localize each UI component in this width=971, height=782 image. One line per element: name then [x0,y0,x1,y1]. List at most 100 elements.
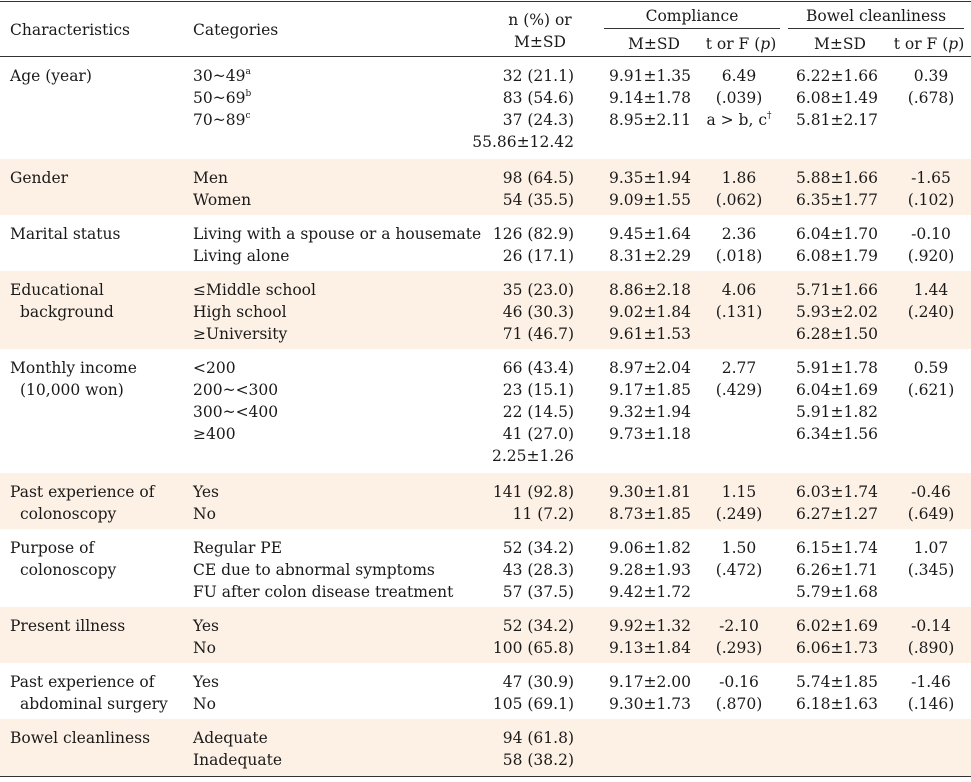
table-row: Marital status Living with a spouse or a … [0,215,971,271]
header-characteristics: Characteristics [10,21,130,39]
compliance-msd: 9.42±1.72 [608,583,691,601]
bowel-subrule [788,28,964,29]
compliance-tf: 6.49 [721,67,757,85]
header-comp-msd: M±SD [628,35,680,53]
bowel-tf: (.678) [907,89,955,107]
bowel-tf: (.240) [907,303,955,321]
table-row: Past experience of colonoscopy Yes No 141 (9… [0,473,971,529]
category-label: ≥400 [193,425,236,443]
bowel-tf: (.890) [907,639,955,657]
category-label: Adequate [193,729,268,747]
bowel-msd: 5.81±2.17 [795,111,878,129]
compliance-tf: (.249) [715,505,763,523]
compliance-tf: (.018) [715,247,763,265]
category-label: Living with a spouse or a housemate [193,225,482,243]
category-label: 70~89c [193,110,251,129]
row-label: Purpose of [10,539,95,557]
bowel-msd: 5.88±1.66 [795,169,878,187]
bowel-msd: 5.91±1.78 [795,359,878,377]
bowel-tf: (.621) [907,381,955,399]
compliance-msd: 8.31±2.29 [608,247,691,265]
bowel-tf: (.920) [907,247,955,265]
row-label: Present illness [10,617,126,635]
category-label: 30~49a [193,66,251,85]
row-label: Past experience of [10,673,155,691]
category-label: Regular PE [193,539,283,557]
compliance-msd: 9.09±1.55 [608,191,691,209]
compliance-msd: 9.92±1.32 [608,617,691,635]
compliance-tf: 1.86 [721,169,757,187]
row-label: Bowel cleanliness [10,729,151,747]
n-value: 23 (15.1) [502,381,574,399]
compliance-msd: 8.86±2.18 [608,281,691,299]
category-label: ≥University [193,325,288,343]
bowel-msd: 5.79±1.68 [795,583,878,601]
n-value: 41 (27.0) [502,425,574,443]
row-label: Past experience of [10,483,155,501]
category-label: Inadequate [193,751,282,769]
bowel-msd: 5.91±1.82 [795,403,878,421]
compliance-msd: 9.61±1.53 [608,325,691,343]
header-n-line2: M±SD [514,33,566,51]
n-value: 126 (82.9) [492,225,574,243]
table-row: Past experience of abdominal surgery Yes No… [0,663,971,719]
compliance-msd: 9.28±1.93 [608,561,691,579]
row-label: (10,000 won) [20,381,124,399]
top-rule [0,1,971,2]
n-value: 54 (35.5) [502,191,574,209]
header-bowel-tf: t or F (p) [893,35,965,53]
header-categories: Categories [193,21,279,39]
row-label: Age (year) [10,67,92,85]
n-value: 35 (23.0) [502,281,574,299]
n-value: 2.25±1.26 [491,447,574,465]
table-row: Present illness Yes No 52 (34.2) 100 (65.8) 9… [0,607,971,663]
n-value: 98 (64.5) [502,169,574,187]
bowel-tf: 0.39 [913,67,949,85]
bowel-msd: 6.06±1.73 [795,639,878,657]
compliance-tf: 4.06 [721,281,757,299]
compliance-msd: 9.35±1.94 [608,169,691,187]
compliance-msd: 9.91±1.35 [608,67,691,85]
compliance-msd: 9.14±1.78 [608,89,691,107]
category-label: 50~69b [193,88,252,107]
compliance-msd: 9.17±1.85 [608,381,691,399]
compliance-msd: 9.32±1.94 [608,403,691,421]
compliance-msd: 9.06±1.82 [608,539,691,557]
bowel-msd: 6.35±1.77 [795,191,878,209]
category-label: Men [193,169,229,187]
bowel-msd: 6.08±1.79 [795,247,878,265]
category-label: No [193,639,216,657]
n-value: 37 (24.3) [502,111,574,129]
category-label: High school [193,303,287,321]
bottom-rule [0,776,971,777]
compliance-msd: 8.95±2.11 [608,111,691,129]
bowel-tf: (.146) [907,695,955,713]
compliance-tf: (.062) [715,191,763,209]
n-value: 52 (34.2) [502,617,574,635]
header-compliance: Compliance [645,7,739,25]
bowel-msd: 6.03±1.74 [795,483,878,501]
category-label: CE due to abnormal symptoms [193,561,435,579]
n-value: 83 (54.6) [502,89,574,107]
table-row: Purpose of colonoscopy Regular PE CE due to… [0,529,971,607]
compliance-subrule [604,28,780,29]
bowel-msd: 6.27±1.27 [795,505,878,523]
compliance-msd: 9.17±2.00 [608,673,691,691]
header-comp-tf: t or F (p) [705,35,777,53]
table-row: Bowel cleanliness Adequate Inadequate 94 (6… [0,719,971,777]
n-value: 57 (37.5) [502,583,574,601]
compliance-msd: 9.45±1.64 [608,225,691,243]
n-value: 100 (65.8) [492,639,574,657]
row-label: Monthly income [10,359,137,377]
header-bottom-rule [0,56,971,57]
compliance-tf: -2.10 [719,617,759,635]
header-n-line1: n (%) or [508,11,572,29]
category-label: 300~<400 [193,403,279,421]
header-bowel-msd: M±SD [814,35,866,53]
n-value: 66 (43.4) [502,359,574,377]
n-value: 94 (61.8) [502,729,574,747]
compliance-msd: 8.97±2.04 [608,359,691,377]
category-label: ≤Middle school [193,281,316,299]
bowel-tf: -1.65 [911,169,951,187]
bowel-tf: -0.10 [911,225,951,243]
